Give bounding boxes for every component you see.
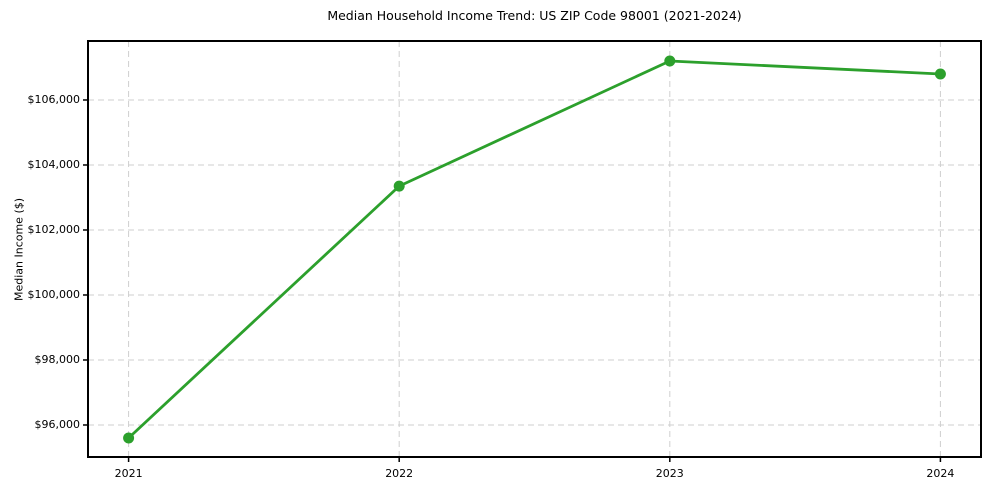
data-point-marker [934, 68, 946, 80]
data-point-marker [664, 55, 676, 67]
data-line [127, 59, 942, 440]
chart-title: Median Household Income Trend: US ZIP Co… [327, 8, 742, 23]
data-point-marker [393, 180, 405, 192]
data-point-marker [123, 432, 135, 444]
y-tick-label: $98,000 [34, 353, 81, 367]
x-tick-label: 2022 [385, 467, 414, 480]
y-tick-label: $102,000 [27, 223, 81, 237]
axes-spines [87, 40, 982, 458]
x-tick-label: 2023 [655, 467, 684, 480]
x-tick-label: 2021 [114, 467, 143, 480]
y-tick-label: $106,000 [27, 93, 81, 107]
x-tick-label: 2024 [926, 467, 955, 480]
y-tick-label: $96,000 [34, 418, 81, 432]
y-tick-label: $100,000 [27, 288, 81, 302]
y-tick-label: $104,000 [27, 158, 81, 172]
